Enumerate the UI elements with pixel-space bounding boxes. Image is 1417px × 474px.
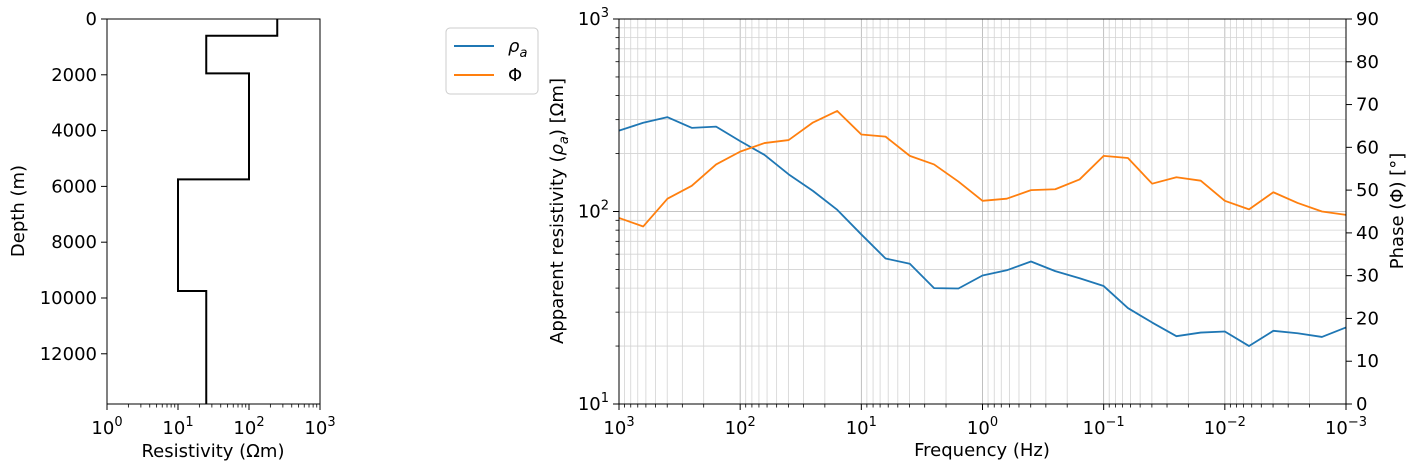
y-axis-label: Apparent resistivity (ρa) [Ωm]	[547, 78, 572, 344]
x-axis-label: Frequency (Hz)	[914, 440, 1050, 461]
y2-tick-label: 90	[1356, 9, 1379, 30]
y2-tick-label: 50	[1356, 180, 1379, 201]
resistivity-profile-line	[177, 19, 279, 404]
x-tick-label: 102	[725, 415, 756, 439]
x-tick-label: 10−2	[1204, 415, 1246, 439]
x-tick-label: 103	[603, 415, 634, 439]
legend: ρa Φ	[445, 27, 539, 95]
x-tick-label: 103	[304, 415, 335, 439]
x-tick-label: 102	[233, 415, 264, 439]
y-tick-label: 103	[578, 6, 609, 30]
y2-tick-label: 60	[1356, 137, 1379, 158]
y2-tick-label: 30	[1356, 266, 1379, 287]
legend-label: ρa	[508, 36, 527, 61]
plot-frame	[106, 18, 321, 405]
y-axis-label: Depth (m)	[8, 165, 29, 257]
plot-area	[107, 19, 320, 404]
apparent-resistivity-phase-panel: 103 102 101 100 10−1 10−2 10−3 101 102 103 0 10 20 30…	[547, 6, 1408, 461]
x-tick-label: 100	[91, 415, 122, 439]
y2-tick-label: 40	[1356, 223, 1379, 244]
y-tick-label: 10000	[40, 288, 97, 309]
apparent-resistivity-series-line	[618, 116, 1347, 347]
y-tick-label: 102	[578, 199, 609, 223]
y2-tick-label: 0	[1356, 394, 1367, 415]
y2-tick-label: 10	[1356, 351, 1379, 372]
resistivity-depth-panel: 100 101 102 103020004000600080001000012000 …	[8, 9, 336, 462]
y2-tick-label: 80	[1356, 52, 1379, 73]
x-tick-label: 10−1	[1083, 415, 1125, 439]
phase-series-line	[618, 110, 1347, 228]
y-tick-label: 2000	[51, 65, 97, 86]
legend-label: Φ	[508, 65, 522, 86]
y-tick-label: 0	[86, 9, 97, 30]
y-tick-label: 6000	[51, 176, 97, 197]
x-tick-label: 101	[162, 415, 193, 439]
y2-tick-label: 70	[1356, 95, 1379, 116]
y2-tick-label: 20	[1356, 308, 1379, 329]
y-tick-label: 101	[578, 391, 609, 415]
y-tick-label: 4000	[51, 121, 97, 142]
legend-box	[445, 27, 539, 95]
x-tick-label: 10−3	[1325, 415, 1367, 439]
x-tick-label: 101	[846, 415, 877, 439]
y2-axis-label: Phase (Φ) [°]	[1387, 153, 1408, 269]
y-tick-label: 8000	[51, 232, 97, 253]
x-tick-label: 100	[967, 415, 998, 439]
x-axis-label: Resistivity (Ωm)	[141, 441, 284, 462]
y-tick-label: 12000	[40, 344, 97, 365]
